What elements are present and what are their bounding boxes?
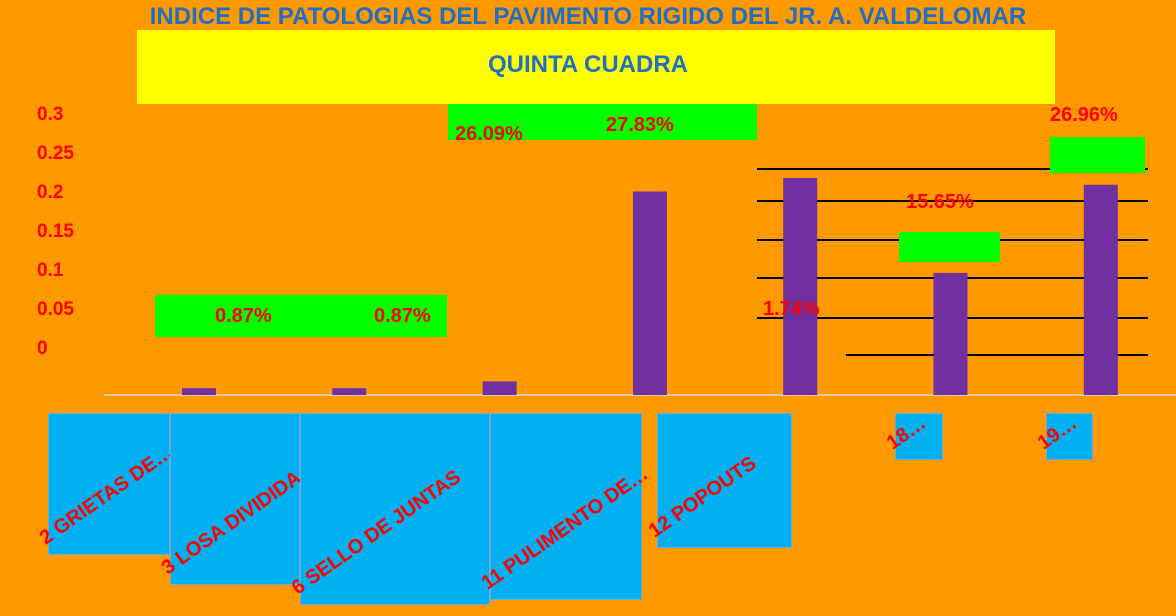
- data-label: 0.87%: [374, 305, 431, 327]
- category-box: 3 LOSA DIVIDIDA: [158, 413, 305, 585]
- bar: [482, 381, 517, 395]
- category-box: 2 GRIETAS DE…: [36, 413, 177, 555]
- label-box: [1050, 137, 1145, 173]
- data-label: 15.65%: [906, 191, 974, 213]
- bar: [632, 191, 667, 395]
- x-tick-label: 12 POPOUTS: [644, 452, 761, 543]
- category-box: 18…: [883, 412, 943, 460]
- bar: [182, 388, 216, 395]
- x-tick-label: 11 PULIMENTO DE…: [477, 462, 653, 595]
- y-tick-label: 0.25: [37, 143, 74, 164]
- y-tick-label: 0.1: [37, 260, 64, 281]
- y-tick-label: 0: [37, 338, 48, 359]
- y-tick-label: 0.3: [37, 104, 64, 125]
- bar: [1083, 184, 1118, 395]
- data-label: 26.09%: [455, 123, 523, 145]
- category-box: 12 POPOUTS: [645, 413, 792, 548]
- category-box: 19…: [1034, 412, 1093, 460]
- title-box: [137, 30, 1055, 104]
- data-label: 0.87%: [215, 305, 272, 327]
- chart-title: INDICE DE PATOLOGIAS DEL PAVIMENTO RIGID…: [149, 3, 1027, 78]
- bar: [332, 388, 367, 395]
- label-box: [155, 295, 447, 337]
- y-tick-label: 0.05: [37, 299, 74, 320]
- bar: [783, 177, 818, 395]
- y-tick-label: 0.2: [37, 182, 64, 203]
- label-box: [448, 104, 757, 140]
- x-tick-label: 2 GRIETAS DE…: [35, 440, 178, 550]
- data-label: 1.74%: [763, 298, 820, 320]
- bar: [933, 272, 968, 395]
- category-box: 6 SELLO DE JUNTAS: [288, 413, 490, 605]
- data-label: 27.83%: [606, 114, 674, 136]
- data-label: 26.96%: [1050, 104, 1118, 126]
- x-tick-label: 3 LOSA DIVIDIDA: [157, 466, 306, 580]
- y-tick-label: 0.15: [37, 221, 74, 242]
- category-box: 11 PULIMENTO DE…: [478, 413, 652, 600]
- x-tick-label: 6 SELLO DE JUNTAS: [287, 465, 465, 600]
- label-box: [899, 232, 1000, 262]
